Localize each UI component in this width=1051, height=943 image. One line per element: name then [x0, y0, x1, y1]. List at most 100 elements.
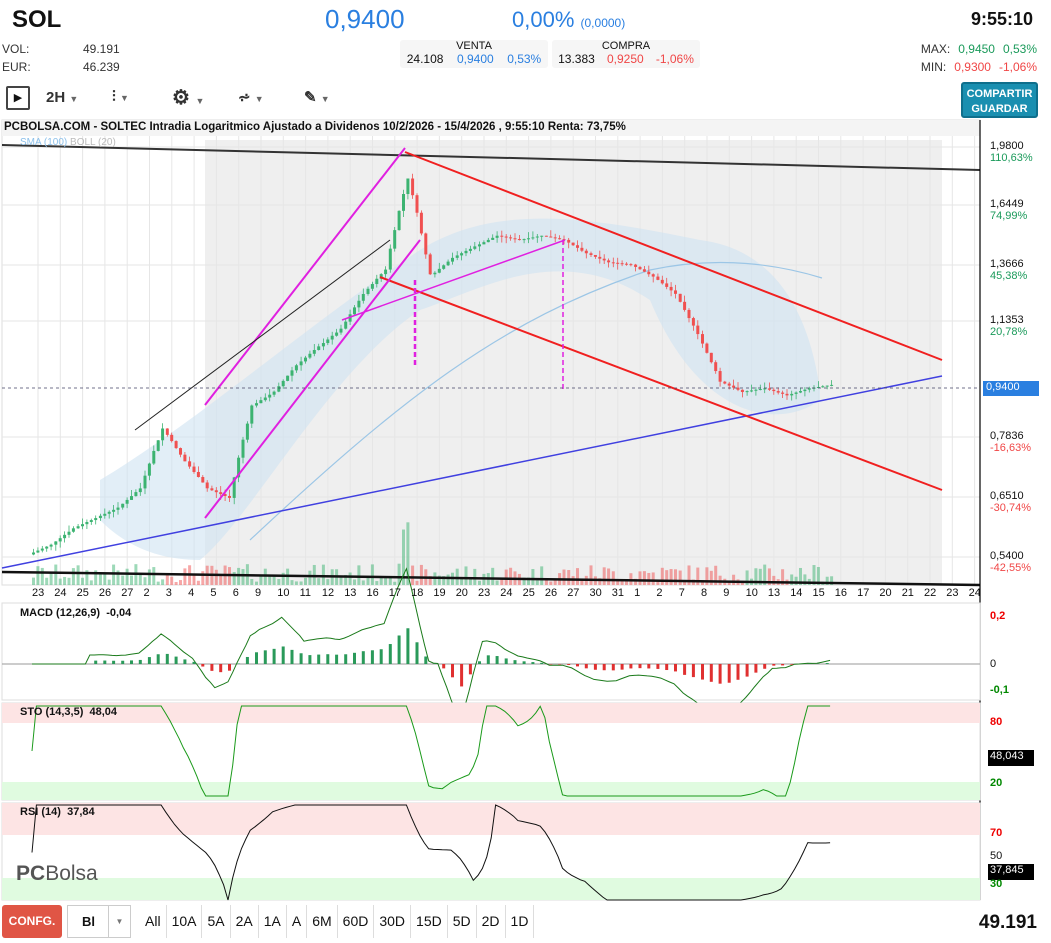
volume-bar [473, 568, 477, 585]
volume-bar [598, 578, 602, 585]
volume-bar [549, 581, 553, 585]
vol-value: 49.191 [83, 42, 120, 56]
time-tick: 27 [567, 587, 580, 599]
time-tick: 23 [32, 587, 45, 599]
volume-bar [67, 577, 71, 585]
volume-bar [384, 578, 388, 585]
macd-histogram-bar [567, 664, 571, 665]
price-tick-pct: 74,99% [990, 210, 1028, 222]
candle [651, 274, 655, 277]
sto-tick: 80 [990, 716, 1003, 728]
candle [625, 263, 628, 265]
candle [304, 357, 307, 362]
candle [348, 314, 352, 322]
time-tick: 7 [678, 587, 685, 599]
range-a[interactable]: A [287, 905, 308, 938]
time-tick: 13 [344, 587, 357, 599]
range-60d[interactable]: 60D [338, 905, 375, 938]
range-30d[interactable]: 30D [374, 905, 412, 938]
range-5d[interactable]: 5D [448, 905, 477, 938]
range-1d[interactable]: 1D [506, 905, 535, 938]
candle [415, 195, 419, 213]
time-tick: 2 [656, 587, 663, 599]
compra-box: COMPRA 13.383 0,9250 -1,06% [552, 40, 700, 68]
candle [40, 548, 44, 551]
candle [790, 393, 794, 396]
candle [277, 386, 281, 392]
sto-k-line [31, 705, 831, 797]
candle [281, 380, 285, 387]
range-1a[interactable]: 1A [259, 905, 287, 938]
time-tick: 31 [611, 587, 625, 599]
candle [241, 439, 245, 458]
share-save-button[interactable]: COMPARTIR GUARDAR [961, 82, 1038, 118]
time-tick: 19 [433, 587, 446, 599]
candle [384, 269, 388, 275]
range-2d[interactable]: 2D [477, 905, 506, 938]
volume-bar [388, 576, 392, 585]
price-tick-pct: 20,78% [990, 326, 1028, 338]
volume-bar [772, 575, 776, 585]
trendline-top [1, 144, 981, 171]
config-button[interactable]: CONFG. [2, 905, 62, 938]
time-tick: 1 [634, 587, 641, 599]
sidebar-toggle-button[interactable]: ▶ [6, 86, 30, 110]
range-all[interactable]: All [140, 905, 167, 938]
volume-bar [830, 576, 834, 585]
volume-bar [478, 580, 481, 585]
time-tick: 26 [98, 587, 112, 599]
candle [571, 242, 575, 246]
compra-pct: -1,06% [655, 52, 694, 66]
macd-tick: -0,1 [990, 684, 1009, 696]
volume-bar [397, 563, 401, 585]
candle [522, 239, 526, 241]
interval-select[interactable]: 2H ▼ [46, 89, 78, 106]
price-tick-pct: -42,55% [990, 562, 1031, 574]
candle [478, 244, 481, 247]
style-select[interactable]: Bl ▼ [67, 905, 131, 938]
range-5a[interactable]: 5A [202, 905, 231, 938]
settings-button[interactable]: ⚙ ▼ [172, 85, 204, 110]
candle [339, 328, 343, 333]
candle [772, 389, 776, 392]
price-tick-value: 1,9800 [990, 140, 1024, 152]
candle [758, 389, 762, 391]
candle [816, 386, 820, 388]
drawing-button[interactable]: ✎ ▼ [304, 88, 330, 106]
volume-bar [152, 567, 156, 585]
candle [558, 238, 562, 240]
chevron-down-icon: ▼ [195, 96, 205, 106]
macd-histogram-bar [638, 664, 642, 669]
volume-bar [464, 566, 468, 585]
volume-bar [642, 571, 646, 585]
candle [580, 247, 584, 251]
volume-bar [103, 574, 107, 585]
time-tick: 23 [946, 587, 959, 599]
chevron-down-icon: ▼ [69, 94, 79, 104]
price-tick: 0,7836 -16,63% [990, 430, 1031, 454]
candle [397, 210, 401, 231]
volume-bar [531, 568, 535, 585]
candle [509, 237, 513, 239]
volume-bar [116, 570, 120, 585]
macd-histogram-bar [361, 651, 365, 664]
chart-type-button[interactable]: ⫶ ▼ [112, 88, 129, 105]
candle [326, 339, 330, 344]
compra-price: 0,9250 [606, 52, 644, 66]
candle [620, 263, 624, 265]
candle [237, 457, 241, 478]
macd-panel [1, 602, 981, 701]
time-tick: 17 [388, 587, 402, 599]
range-15d[interactable]: 15D [411, 905, 448, 938]
time-tick: 10 [277, 587, 290, 599]
indicators-button[interactable]: ⩫ ▼ [238, 88, 264, 106]
range-6m[interactable]: 6M [307, 905, 338, 938]
range-10a[interactable]: 10A [167, 905, 203, 938]
time-tick: 24 [968, 587, 981, 599]
candle [366, 288, 370, 294]
range-2a[interactable]: 2A [231, 905, 259, 938]
candle [393, 230, 397, 249]
candle [567, 239, 571, 243]
chart-canvas[interactable] [0, 0, 1051, 905]
candle [656, 276, 660, 280]
